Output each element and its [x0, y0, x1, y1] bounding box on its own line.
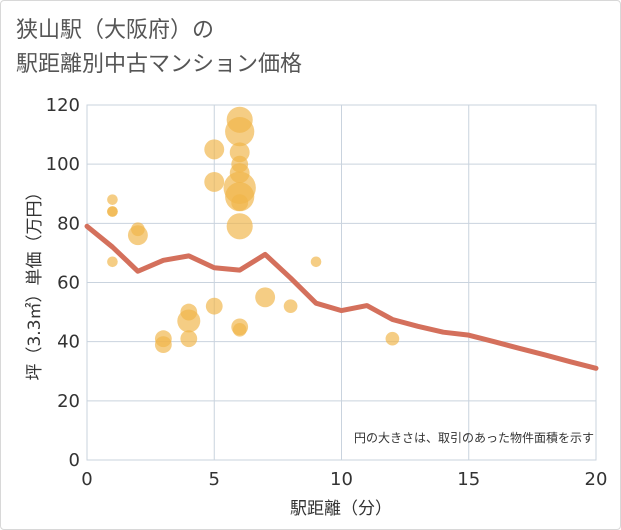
x-tick-label: 15: [457, 469, 480, 490]
y-tick-label: 100: [46, 154, 80, 175]
bubble-point: [204, 171, 225, 192]
x-tick-label: 5: [209, 469, 220, 490]
bubble-point: [310, 256, 322, 268]
bubble-point: [385, 331, 400, 346]
bubble-point: [255, 287, 276, 308]
bubble-point: [107, 206, 118, 217]
bubble-point: [107, 194, 118, 205]
x-tick-label: 0: [81, 469, 92, 490]
bubble-point: [226, 213, 253, 240]
grid-lines: [86, 104, 597, 461]
bubble-point: [180, 330, 198, 348]
chart-title-line2: 駅距離別中古マンション価格: [16, 52, 303, 77]
y-tick-label: 60: [57, 273, 80, 294]
bubble-point: [229, 142, 250, 163]
y-axis-label: 坪（3.3㎡）単価（万円）: [25, 183, 45, 380]
y-tick-label: 40: [57, 332, 80, 353]
bubble-point: [232, 322, 247, 337]
bubble-point: [225, 117, 255, 147]
y-tick-label: 0: [69, 450, 80, 471]
bubble-size-note: 円の大きさは、取引のあった物件面積を示す: [354, 430, 594, 445]
x-tick-label: 10: [330, 469, 353, 490]
bubble-series: [107, 106, 400, 354]
bubble-point: [283, 299, 298, 314]
bubble-point: [231, 194, 249, 212]
bubble-point: [177, 309, 201, 333]
x-axis-label: 駅距離（分）: [290, 499, 392, 519]
average-line-series: [84, 223, 599, 371]
chart-title: 狭山駅（大阪府）の 駅距離別中古マンション価格: [16, 14, 302, 82]
bubble-point: [204, 139, 225, 160]
y-tick-label: 120: [46, 95, 80, 116]
y-tick-label: 20: [57, 391, 80, 412]
bubble-point: [154, 336, 172, 354]
bubble-point: [107, 256, 118, 268]
bubble-point: [205, 297, 223, 315]
average-price-line: [84, 223, 599, 371]
plot-area-border: [86, 104, 597, 461]
axis-ticks: 0 5 10 15 20 0 20 40 60 80 100 120: [46, 95, 608, 490]
bubble-point: [127, 225, 148, 246]
x-tick-label: 20: [585, 469, 608, 490]
y-tick-label: 80: [57, 213, 80, 234]
chart-title-line1: 狭山駅（大阪府）の: [16, 18, 215, 43]
